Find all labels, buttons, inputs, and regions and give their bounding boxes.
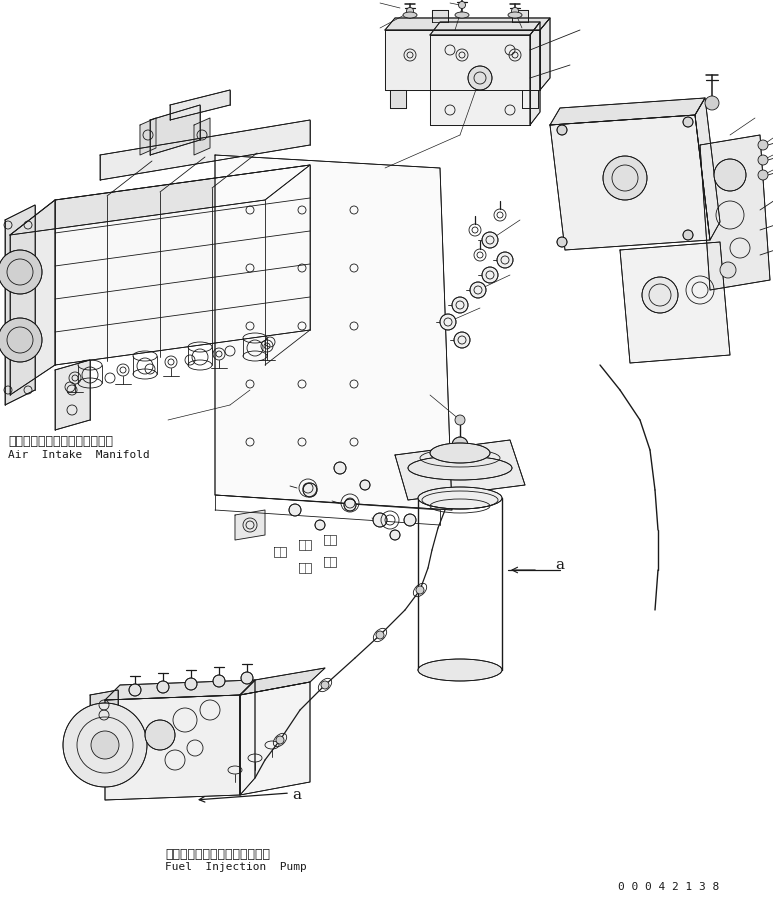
Polygon shape [522, 90, 538, 108]
Circle shape [458, 2, 465, 8]
Text: エアーインテークマニホールド: エアーインテークマニホールド [8, 435, 113, 448]
Circle shape [334, 462, 346, 474]
Circle shape [683, 230, 693, 240]
Circle shape [512, 7, 519, 14]
Polygon shape [550, 98, 705, 125]
Circle shape [714, 159, 746, 191]
Ellipse shape [455, 12, 469, 18]
Circle shape [440, 314, 456, 330]
Polygon shape [194, 118, 210, 155]
Circle shape [642, 277, 678, 313]
Circle shape [455, 415, 465, 425]
Polygon shape [5, 205, 35, 405]
Circle shape [213, 675, 225, 687]
Circle shape [482, 267, 498, 283]
Polygon shape [430, 35, 530, 125]
Circle shape [416, 586, 424, 594]
Polygon shape [90, 690, 118, 720]
Polygon shape [550, 115, 710, 250]
Polygon shape [150, 105, 200, 155]
Circle shape [145, 720, 175, 750]
Polygon shape [700, 135, 770, 290]
Circle shape [129, 684, 141, 696]
Circle shape [454, 332, 470, 348]
Circle shape [758, 170, 768, 180]
Circle shape [344, 499, 356, 511]
Polygon shape [395, 440, 525, 500]
Circle shape [470, 282, 486, 298]
Text: Air  Intake  Manifold: Air Intake Manifold [8, 450, 150, 460]
Polygon shape [55, 360, 90, 430]
Polygon shape [390, 90, 406, 108]
Polygon shape [432, 10, 448, 22]
Circle shape [289, 504, 301, 516]
Circle shape [373, 513, 387, 527]
Polygon shape [235, 510, 265, 540]
Circle shape [185, 678, 197, 690]
Circle shape [557, 237, 567, 247]
Polygon shape [10, 200, 55, 395]
Polygon shape [385, 30, 540, 90]
Polygon shape [10, 165, 310, 235]
Text: a: a [292, 788, 301, 802]
Ellipse shape [418, 487, 502, 509]
Circle shape [758, 140, 768, 150]
Text: 0 0 0 4 2 1 3 8: 0 0 0 4 2 1 3 8 [618, 882, 719, 892]
Circle shape [758, 155, 768, 165]
Polygon shape [430, 22, 540, 35]
Text: フェルインジェクションポンプ: フェルインジェクションポンプ [165, 848, 270, 861]
Polygon shape [530, 22, 540, 125]
Ellipse shape [408, 456, 512, 480]
Circle shape [468, 66, 492, 90]
Circle shape [603, 156, 647, 200]
Circle shape [407, 7, 414, 14]
Circle shape [0, 318, 42, 362]
Polygon shape [620, 242, 730, 363]
Circle shape [376, 631, 384, 639]
Circle shape [705, 96, 719, 110]
Circle shape [276, 736, 284, 744]
Ellipse shape [508, 12, 522, 18]
Ellipse shape [430, 443, 490, 463]
Circle shape [63, 703, 147, 787]
Circle shape [315, 520, 325, 530]
Polygon shape [215, 155, 452, 510]
Polygon shape [105, 680, 255, 700]
Ellipse shape [418, 659, 502, 681]
Circle shape [557, 125, 567, 135]
Circle shape [720, 262, 736, 278]
Polygon shape [240, 668, 325, 695]
Ellipse shape [403, 12, 417, 18]
Polygon shape [695, 98, 720, 240]
Polygon shape [240, 682, 310, 795]
Circle shape [683, 117, 693, 127]
Circle shape [404, 514, 416, 526]
Polygon shape [105, 695, 240, 800]
Polygon shape [240, 680, 255, 795]
Polygon shape [540, 18, 550, 90]
Circle shape [360, 480, 370, 490]
Text: Fuel  Injection  Pump: Fuel Injection Pump [165, 862, 307, 872]
Polygon shape [385, 18, 550, 30]
Circle shape [157, 681, 169, 693]
Polygon shape [100, 120, 310, 180]
Circle shape [497, 252, 513, 268]
Polygon shape [140, 118, 156, 155]
Circle shape [241, 672, 253, 684]
Text: a: a [555, 558, 564, 572]
Circle shape [390, 530, 400, 540]
Circle shape [321, 681, 329, 689]
Circle shape [452, 297, 468, 313]
Circle shape [303, 483, 317, 497]
Circle shape [91, 731, 119, 759]
Polygon shape [512, 10, 528, 22]
Polygon shape [170, 90, 230, 120]
Circle shape [452, 437, 468, 453]
Circle shape [482, 232, 498, 248]
Circle shape [0, 250, 42, 294]
Polygon shape [55, 165, 310, 365]
